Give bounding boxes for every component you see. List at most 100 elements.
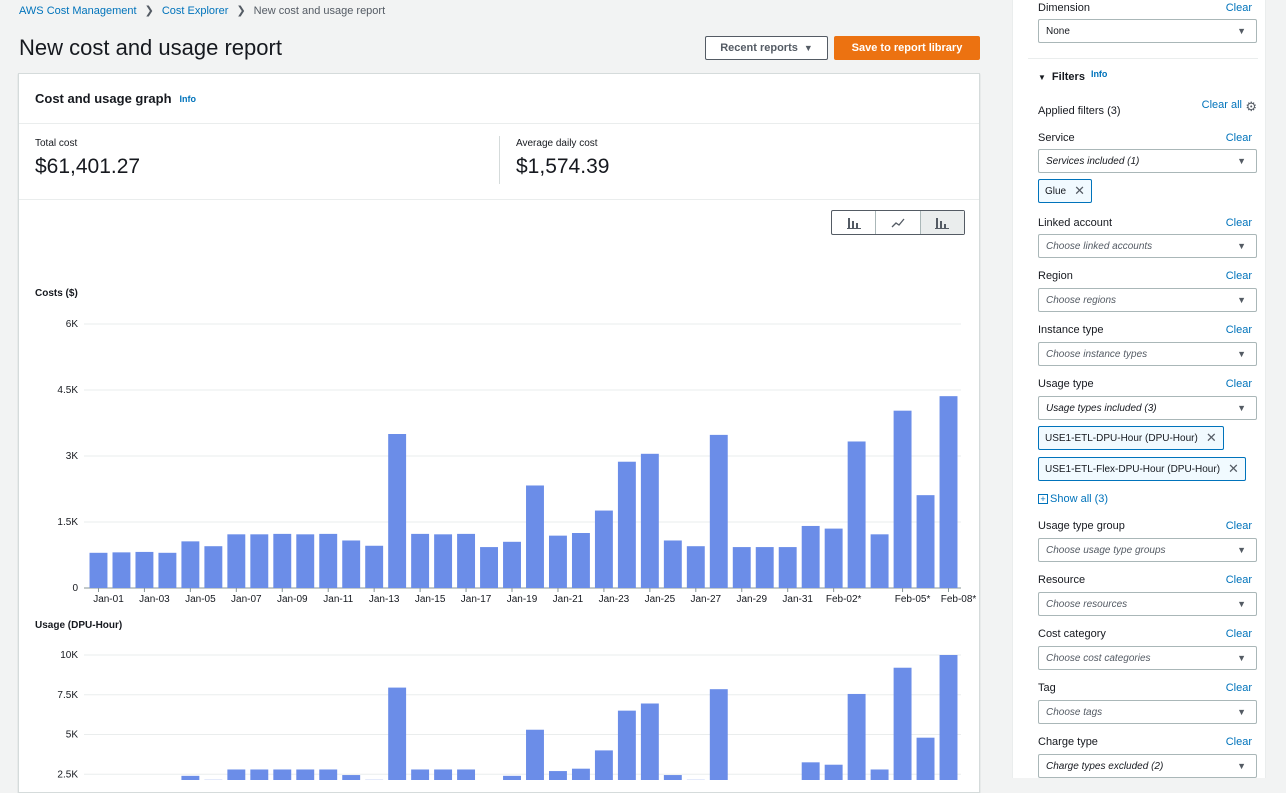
charge-type-clear-link[interactable]: Clear bbox=[1226, 736, 1252, 748]
region-label: Region bbox=[1038, 270, 1073, 282]
usage-type-group-select[interactable]: Choose usage type groups ▼ bbox=[1038, 538, 1257, 562]
x-tick-label: Jan-03 bbox=[139, 594, 170, 605]
caret-down-icon: ▼ bbox=[1237, 403, 1246, 413]
data-bar bbox=[871, 534, 889, 588]
recent-reports-button[interactable]: Recent reports ▼ bbox=[705, 36, 828, 60]
close-icon[interactable]: ✕ bbox=[1228, 461, 1239, 477]
show-all-link[interactable]: + Show all (3) bbox=[1038, 493, 1108, 505]
instance-type-clear-link[interactable]: Clear bbox=[1226, 324, 1252, 336]
data-bar bbox=[526, 485, 544, 588]
resource-clear-link[interactable]: Clear bbox=[1226, 574, 1252, 586]
metric-divider bbox=[499, 136, 500, 184]
instance-type-placeholder: Choose instance types bbox=[1046, 349, 1147, 360]
filters-header[interactable]: ▼ Filters Info bbox=[1038, 71, 1107, 83]
y-tick-label: 5K bbox=[66, 730, 79, 741]
data-bar bbox=[296, 534, 314, 588]
caret-down-icon: ▼ bbox=[1237, 156, 1246, 166]
applied-filters-count: Applied filters (3) bbox=[1038, 105, 1121, 117]
service-clear-link[interactable]: Clear bbox=[1226, 132, 1252, 144]
data-bar bbox=[549, 536, 567, 588]
instance-type-select[interactable]: Choose instance types ▼ bbox=[1038, 342, 1257, 366]
x-tick-label: Jan-27 bbox=[691, 594, 722, 605]
data-bar bbox=[503, 542, 521, 588]
tag-clear-link[interactable]: Clear bbox=[1226, 682, 1252, 694]
close-icon[interactable]: ✕ bbox=[1206, 430, 1217, 446]
dimension-label: Dimension bbox=[1038, 2, 1090, 14]
filters-info-link[interactable]: Info bbox=[1091, 69, 1108, 79]
caret-down-icon: ▼ bbox=[1237, 349, 1246, 359]
breadcrumb-cost-management[interactable]: AWS Cost Management bbox=[19, 5, 137, 17]
cost-category-label: Cost category bbox=[1038, 628, 1106, 640]
average-daily-cost-metric: Average daily cost $1,574.39 bbox=[516, 138, 609, 179]
save-to-report-library-button[interactable]: Save to report library bbox=[834, 36, 980, 60]
usage-type-group-clear-link[interactable]: Clear bbox=[1226, 520, 1252, 532]
data-bar bbox=[319, 534, 337, 588]
data-bar bbox=[273, 534, 291, 588]
data-bar bbox=[917, 738, 935, 780]
x-tick-label: Jan-29 bbox=[736, 594, 767, 605]
data-bar bbox=[227, 534, 245, 588]
usage-type-value: Usage types included (3) bbox=[1046, 403, 1157, 414]
resource-select[interactable]: Choose resources ▼ bbox=[1038, 592, 1257, 616]
data-bar bbox=[227, 769, 245, 780]
x-tick-label: Jan-05 bbox=[185, 594, 216, 605]
close-icon[interactable]: ✕ bbox=[1074, 183, 1085, 199]
data-bar bbox=[273, 769, 291, 780]
x-tick-label: Jan-21 bbox=[553, 594, 584, 605]
usage-type-group-label: Usage type group bbox=[1038, 520, 1125, 532]
linked-account-placeholder: Choose linked accounts bbox=[1046, 241, 1152, 252]
average-daily-cost-label: Average daily cost bbox=[516, 138, 609, 149]
data-bar bbox=[181, 541, 199, 588]
y-tick-label: 6K bbox=[66, 319, 79, 330]
linked-account-clear-link[interactable]: Clear bbox=[1226, 217, 1252, 229]
y-tick-label: 0 bbox=[72, 583, 78, 594]
data-bar bbox=[296, 769, 314, 780]
caret-down-icon: ▼ bbox=[1237, 26, 1246, 36]
data-bar bbox=[113, 552, 131, 588]
tag-select[interactable]: Choose tags ▼ bbox=[1038, 700, 1257, 724]
region-select[interactable]: Choose regions ▼ bbox=[1038, 288, 1257, 312]
x-tick-label: Feb-02* bbox=[826, 594, 862, 605]
charge-type-value: Charge types excluded (2) bbox=[1046, 761, 1163, 772]
caret-down-icon: ▼ bbox=[1237, 599, 1246, 609]
dimension-select[interactable]: None ▼ bbox=[1038, 19, 1257, 43]
data-bar bbox=[388, 434, 406, 588]
data-bar bbox=[595, 750, 613, 780]
info-link[interactable]: Info bbox=[180, 94, 197, 104]
breadcrumb-cost-explorer[interactable]: Cost Explorer bbox=[162, 5, 229, 17]
data-bar bbox=[894, 411, 912, 588]
gear-icon[interactable]: ⚙ bbox=[1245, 99, 1257, 115]
charge-type-select[interactable]: Charge types excluded (2) ▼ bbox=[1038, 754, 1257, 778]
data-bar bbox=[779, 547, 797, 588]
filters-panel: Dimension Clear None ▼ ▼ Filters Info Ap… bbox=[1012, 0, 1266, 778]
y-tick-label: 7.5K bbox=[57, 690, 78, 701]
y-tick-label: 3K bbox=[66, 451, 79, 462]
service-label: Service bbox=[1038, 132, 1075, 144]
y-tick-label: 10K bbox=[60, 650, 78, 661]
cost-category-select[interactable]: Choose cost categories ▼ bbox=[1038, 646, 1257, 670]
usage-type-label: Usage type bbox=[1038, 378, 1094, 390]
show-all-label: Show all (3) bbox=[1050, 493, 1108, 505]
data-bar bbox=[135, 552, 153, 588]
chevron-right-icon: ❯ bbox=[145, 4, 154, 17]
service-select[interactable]: Services included (1) ▼ bbox=[1038, 149, 1257, 173]
data-bar bbox=[411, 769, 429, 780]
data-bar bbox=[342, 540, 360, 588]
data-bar bbox=[641, 703, 659, 780]
data-bar bbox=[618, 462, 636, 588]
x-tick-label: Jan-15 bbox=[415, 594, 446, 605]
clear-all-filters-link[interactable]: Clear all bbox=[1202, 99, 1242, 111]
caret-down-icon: ▼ bbox=[1038, 73, 1046, 82]
linked-account-select[interactable]: Choose linked accounts ▼ bbox=[1038, 234, 1257, 258]
region-clear-link[interactable]: Clear bbox=[1226, 270, 1252, 282]
usage-type-group-placeholder: Choose usage type groups bbox=[1046, 545, 1166, 556]
usage-type-clear-link[interactable]: Clear bbox=[1226, 378, 1252, 390]
data-bar bbox=[664, 540, 682, 588]
dimension-clear-link[interactable]: Clear bbox=[1226, 2, 1252, 14]
caret-down-icon: ▼ bbox=[804, 43, 813, 53]
cost-category-clear-link[interactable]: Clear bbox=[1226, 628, 1252, 640]
usage-type-select[interactable]: Usage types included (3) ▼ bbox=[1038, 396, 1257, 420]
chevron-right-icon: ❯ bbox=[236, 4, 245, 17]
data-bar bbox=[250, 534, 268, 588]
tag-placeholder: Choose tags bbox=[1046, 707, 1102, 718]
